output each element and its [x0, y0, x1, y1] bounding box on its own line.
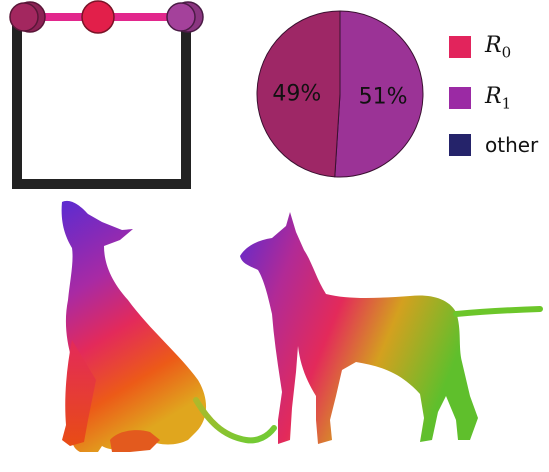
skeleton-frame: [12, 22, 191, 189]
sitting-dog-tail: [193, 397, 277, 444]
legend-swatch-r1: [449, 87, 471, 110]
legend-item-r1: R1: [449, 84, 511, 112]
sitting-dog-front-leg: [62, 340, 96, 446]
joint-right-front: [166, 2, 196, 32]
legend-item-other: other: [449, 133, 538, 157]
legend-label-r0: R0: [485, 33, 512, 62]
pie-slice-1: [334, 10, 424, 178]
legend-label-r1: R1: [485, 84, 512, 113]
pie-slice-0: [256, 10, 341, 178]
joint-middle: [81, 0, 115, 34]
legend-item-r0: R0: [449, 33, 511, 61]
sitting-dog-hind-leg: [110, 430, 160, 452]
pie-label-0: 49%: [272, 82, 321, 107]
pie-label-1: 51%: [359, 84, 408, 109]
joint-left-front: [9, 2, 39, 32]
sitting-dog-body: [61, 200, 207, 452]
pie-chart: 51% 49%: [256, 10, 424, 178]
legend-label-other: other: [485, 133, 539, 157]
legend-swatch-r0: [449, 36, 471, 59]
sitting-dog-figure: [61, 200, 277, 452]
standing-dog-tail: [453, 306, 543, 317]
standing-dog-body: [240, 212, 478, 444]
skeleton-diagram: [9, 0, 204, 189]
standing-dog-figure: [240, 212, 543, 444]
legend-swatch-other: [449, 134, 471, 156]
